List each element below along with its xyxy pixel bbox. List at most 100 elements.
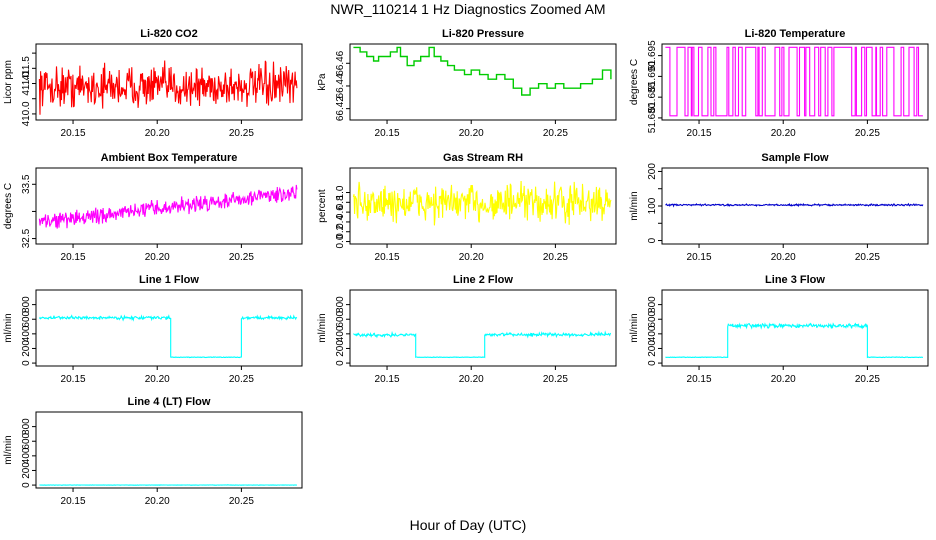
x-tick-label: 20.15 xyxy=(61,252,86,263)
panel-title: Line 4 (LT) Flow xyxy=(128,396,211,408)
x-tick-label: 20.25 xyxy=(543,374,568,385)
y-tick-label: 411.0 xyxy=(21,71,32,96)
plot-frame xyxy=(349,43,617,121)
x-tick-label: 20.25 xyxy=(229,128,254,139)
y-tick-label: 400 xyxy=(647,325,658,342)
y-tick-label: 51.695 xyxy=(647,40,658,71)
y-tick-label: 0.4 xyxy=(335,215,346,229)
y-axis-label: degrees C xyxy=(3,183,14,229)
y-tick-label: 0 xyxy=(21,482,32,488)
x-tick-label: 20.25 xyxy=(229,496,254,507)
y-tick-label: 0.2 xyxy=(335,224,346,238)
y-tick-label: 400 xyxy=(21,447,32,464)
x-tick-label: 20.15 xyxy=(687,374,712,385)
plot-frame xyxy=(349,167,617,245)
plot-frame xyxy=(35,43,303,121)
y-tick-label: 400 xyxy=(21,325,32,342)
y-tick-label: 0 xyxy=(335,360,346,366)
x-tick-label: 20.20 xyxy=(771,252,796,263)
panel-li820-co2: Li-820 CO2 20.15 20.20 20.25 410.0 411.0411.5… xyxy=(3,28,303,139)
x-tick-label: 20.20 xyxy=(459,128,484,139)
panel-title: Line 1 Flow xyxy=(139,274,199,286)
y-tick-label: 51.685 xyxy=(647,81,658,112)
plot-frame xyxy=(661,43,929,121)
x-tick-label: 20.20 xyxy=(771,374,796,385)
series-line xyxy=(38,184,298,229)
x-tick-label: 20.15 xyxy=(375,252,400,263)
x-tick-label: 20.15 xyxy=(687,252,712,263)
series-line xyxy=(665,202,924,208)
x-tick-label: 20.15 xyxy=(375,128,400,139)
panel-title: Line 3 Flow xyxy=(765,274,825,286)
y-axis-label: kPa xyxy=(317,73,328,91)
y-tick-label: 66.46 xyxy=(335,50,346,75)
y-tick-label: 800 xyxy=(21,296,32,313)
page-title: NWR_110214 1 Hz Diagnostics Zoomed AM xyxy=(330,1,606,17)
y-axis-label: ml/min xyxy=(3,313,14,342)
y-tick-label: 200 xyxy=(647,340,658,357)
y-tick-label: 0.0 xyxy=(335,234,346,248)
y-tick-label: 200 xyxy=(21,462,32,479)
y-axis-label: ml/min xyxy=(629,313,640,342)
x-tick-label: 20.25 xyxy=(229,374,254,385)
panel-title: Sample Flow xyxy=(761,152,829,164)
y-tick-label: 200 xyxy=(21,340,32,357)
y-axis-label: ml/min xyxy=(3,435,14,464)
plot-frame xyxy=(35,289,303,367)
panel-title: Li-820 Pressure xyxy=(442,28,524,40)
panel-title: Li-820 CO2 xyxy=(140,28,197,40)
x-tick-label: 20.20 xyxy=(459,374,484,385)
x-tick-label: 20.20 xyxy=(145,496,170,507)
x-tick-label: 20.20 xyxy=(145,128,170,139)
y-tick-label: 0.6 xyxy=(335,205,346,219)
y-tick-label: 600 xyxy=(335,310,346,327)
plot-frame xyxy=(661,289,929,367)
series-line xyxy=(352,180,612,226)
x-tick-label: 20.15 xyxy=(61,496,86,507)
y-tick-label: 410.0 xyxy=(21,101,32,126)
y-tick-label: 600 xyxy=(647,310,658,327)
x-tick-label: 20.15 xyxy=(61,374,86,385)
panel-gas-stream-rh: Gas Stream RH 20.15 20.20 20.25 0.00.20.40.6… xyxy=(317,152,617,263)
x-tick-label: 20.25 xyxy=(855,128,880,139)
x-tick-label: 20.20 xyxy=(459,252,484,263)
y-tick-label: 66.44 xyxy=(335,73,346,98)
y-tick-label: 0 xyxy=(647,237,658,243)
panel-title: Ambient Box Temperature xyxy=(101,152,238,164)
series-line xyxy=(38,314,298,359)
series-line xyxy=(39,484,297,486)
y-tick-label: 400 xyxy=(335,325,346,342)
x-tick-label: 20.25 xyxy=(543,252,568,263)
y-axis-label: ml/min xyxy=(629,191,640,220)
y-axis-label: Licor ppm xyxy=(3,60,14,104)
x-tick-label: 20.15 xyxy=(687,128,712,139)
y-axis-label: percent xyxy=(317,189,328,223)
x-tick-label: 20.25 xyxy=(543,128,568,139)
plot-frame xyxy=(349,289,617,367)
y-tick-label: 411.5 xyxy=(21,56,32,81)
y-tick-label: 32.5 xyxy=(21,228,32,248)
y-tick-label: 51.680 xyxy=(647,102,658,133)
series-line xyxy=(38,60,298,115)
y-tick-label: 800 xyxy=(335,296,346,313)
series-line xyxy=(353,46,612,96)
x-axis-title: Hour of Day (UTC) xyxy=(409,517,527,533)
x-tick-label: 20.25 xyxy=(855,374,880,385)
x-tick-label: 20.15 xyxy=(375,374,400,385)
y-tick-label: 0 xyxy=(647,360,658,366)
panel-line4-lt-flow: Line 4 (LT) Flow 20.15 20.20 20.25 0 20040060… xyxy=(3,396,303,507)
panel-ambient-box-temperature: Ambient Box Temperature 20.15 20.20 20.25 32… xyxy=(3,152,303,263)
panel-sample-flow: Sample Flow 20.15 20.20 20.25 0 100 200 ml/min xyxy=(629,152,929,263)
y-tick-label: 800 xyxy=(647,296,658,313)
y-axis-label: degrees C xyxy=(629,59,640,105)
x-tick-label: 20.25 xyxy=(855,252,880,263)
panel-title: Gas Stream RH xyxy=(443,152,523,164)
y-tick-label: 600 xyxy=(21,432,32,449)
series-line xyxy=(665,46,923,117)
y-tick-label: 600 xyxy=(21,310,32,327)
y-tick-label: 200 xyxy=(335,340,346,357)
y-tick-label: 66.42 xyxy=(335,96,346,121)
